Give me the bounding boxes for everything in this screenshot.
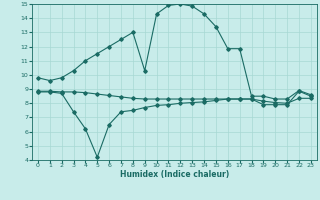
X-axis label: Humidex (Indice chaleur): Humidex (Indice chaleur) — [120, 170, 229, 179]
